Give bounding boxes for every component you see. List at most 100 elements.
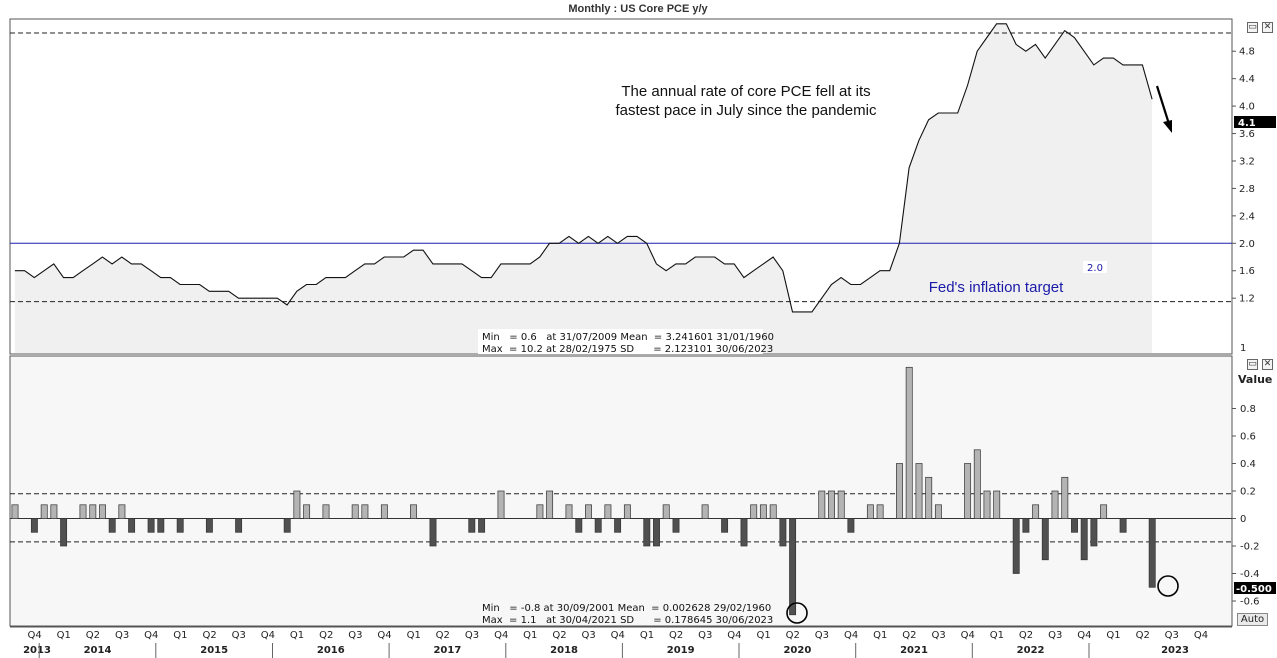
x-quarter-label: Q2	[669, 630, 683, 641]
upper-y-tick-label: 2.4	[1239, 211, 1255, 222]
lower-restore-button[interactable]: ▭	[1247, 359, 1258, 370]
x-quarter-label: Q3	[581, 630, 595, 641]
upper-y-axis: 1.2 1.6 2.0 2.4 2.8 3.2 3.6 4.0 4.4 4.8	[1232, 47, 1255, 305]
x-quarter-label: Q1	[640, 630, 654, 641]
upper-y-tick-label: 3.6	[1239, 129, 1255, 140]
x-quarter-label: Q1	[290, 630, 304, 641]
change-bar	[157, 518, 165, 533]
x-quarter-label: Q3	[1048, 630, 1062, 641]
change-bar	[662, 504, 670, 519]
change-bar	[99, 504, 106, 519]
upper-restore-button[interactable]: ▭	[1247, 22, 1258, 33]
change-bar	[594, 518, 602, 533]
upper-area-fill	[14, 23, 1153, 354]
change-bar	[293, 490, 301, 519]
target-label-bg	[1083, 261, 1107, 273]
x-year-label: 2017	[433, 645, 461, 656]
chart-title: Monthly : US Core PCE y/y	[568, 3, 708, 15]
change-bar	[351, 504, 359, 519]
change-bar	[818, 490, 826, 519]
latest-highlight-circle	[1157, 575, 1179, 597]
x-year-label: 2019	[667, 645, 695, 656]
x-year-label: 2014	[84, 645, 112, 656]
x-quarter-label: Q2	[86, 630, 100, 641]
upper-stats-line-1: Min = 0.6 at 31/07/2009 Mean = 3.241601 …	[482, 332, 774, 343]
change-bar	[585, 504, 592, 519]
area-fill-shape	[14, 23, 1153, 354]
x-quarter-label: Q1	[57, 630, 71, 641]
x-quarter-label: Q4	[1194, 630, 1208, 641]
x-year-label: 2013	[23, 645, 51, 656]
change-bar	[1012, 518, 1020, 574]
x-quarter-label: Q2	[1136, 630, 1150, 641]
change-bar	[108, 518, 116, 533]
change-bar	[779, 518, 787, 547]
change-bar	[303, 504, 311, 519]
series-line	[14, 23, 1153, 313]
down-arrow-annotation	[1155, 85, 1172, 133]
change-bar	[468, 518, 476, 533]
change-bar	[79, 504, 87, 519]
upper-last-value-text: 4.1	[1238, 118, 1256, 129]
lower-y-tick-label: -0.6	[1240, 597, 1260, 608]
change-bar	[11, 504, 19, 519]
change-bar	[925, 476, 933, 519]
change-bar	[740, 518, 748, 547]
change-bar	[1080, 518, 1088, 561]
x-quarter-label: Q1	[173, 630, 187, 641]
change-bar	[643, 518, 651, 547]
change-bar	[653, 518, 660, 547]
change-bar	[565, 504, 573, 519]
change-bar	[283, 518, 291, 533]
x-year-label: 2015	[200, 645, 228, 656]
x-year-label: 2023	[1161, 645, 1189, 656]
x-year-label: 2016	[317, 645, 345, 656]
x-quarter-label: Q4	[144, 630, 158, 641]
change-bar	[30, 518, 38, 533]
upper-close-button[interactable]: ✕	[1262, 22, 1273, 33]
change-bar	[896, 463, 903, 519]
x-quarter-label: Q2	[552, 630, 566, 641]
change-bar	[235, 518, 243, 533]
lower-y-tick-label: -0.2	[1240, 542, 1260, 553]
lower-y-axis: -0.6 -0.4 -0.2 0 0.2 0.4 0.6 0.8	[1232, 404, 1260, 608]
change-bar	[964, 463, 972, 519]
min-highlight-circle	[786, 602, 808, 624]
change-bar	[759, 504, 767, 519]
lower-y-tick-label: 0.8	[1240, 404, 1256, 415]
change-bar	[1090, 518, 1098, 547]
change-bar	[993, 490, 1001, 519]
lower-y-tick-label: 0.6	[1240, 432, 1256, 443]
x-quarter-label: Q3	[348, 630, 362, 641]
change-bar	[429, 518, 437, 547]
change-bar	[623, 504, 631, 519]
upper-y-tick-label: 1.2	[1239, 294, 1255, 305]
change-bar	[905, 366, 913, 519]
change-bar	[50, 504, 58, 519]
change-bar	[575, 518, 583, 533]
upper-y-tick-label: 1.6	[1239, 266, 1255, 277]
x-quarter-label: Q1	[407, 630, 421, 641]
change-bar	[604, 504, 612, 519]
x-year-label: 2018	[550, 645, 578, 656]
change-bar	[789, 518, 797, 616]
x-quarter-label: Q1	[523, 630, 537, 641]
x-quarter-label: Q4	[261, 630, 275, 641]
lower-close-button[interactable]: ✕	[1262, 359, 1273, 370]
x-quarter-label: Q3	[115, 630, 129, 641]
x-quarter-label: Q2	[202, 630, 216, 641]
change-bar	[128, 518, 136, 533]
change-bar	[118, 504, 126, 519]
x-year-label: 2020	[783, 645, 811, 656]
upper-stats-line-2: Max = 10.2 at 28/02/1975 SD = 2.123101 3…	[482, 344, 773, 355]
x-quarter-label: Q3	[465, 630, 479, 641]
change-bar	[983, 490, 991, 519]
change-bar	[1032, 504, 1040, 519]
change-bar	[147, 518, 155, 533]
x-quarter-label: Q2	[786, 630, 800, 641]
x-quarter-label: Q3	[931, 630, 945, 641]
upper-y-tick-label: 4.4	[1239, 74, 1255, 85]
change-bar	[410, 504, 417, 519]
auto-scale-button[interactable]: Auto	[1237, 613, 1268, 626]
